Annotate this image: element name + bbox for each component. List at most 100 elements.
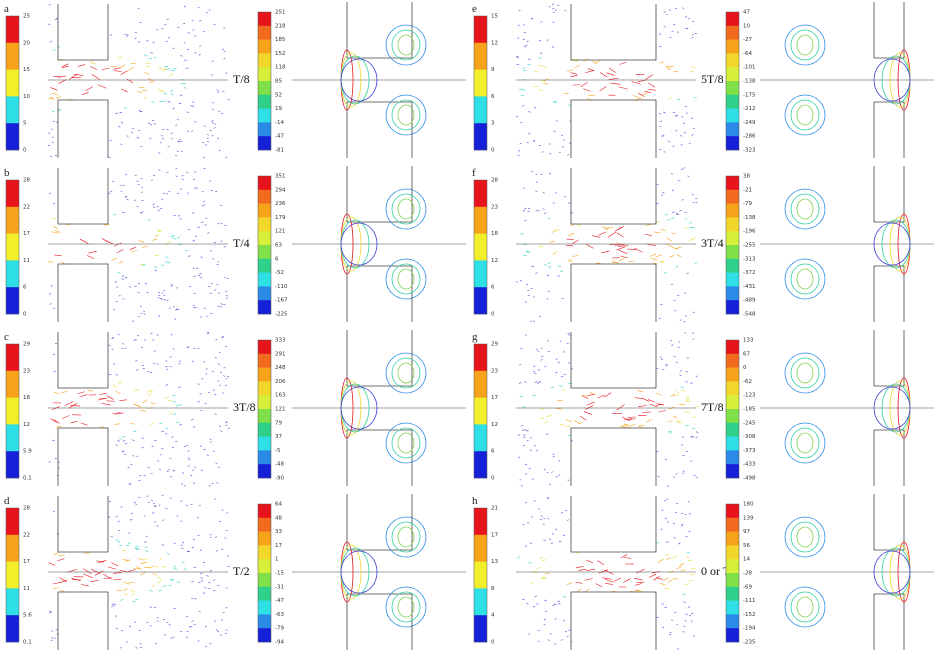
colorbar-tick-label: 67 xyxy=(743,351,750,357)
velocity-vector xyxy=(542,209,544,210)
velocity-vector xyxy=(181,151,183,152)
colorbar-band xyxy=(258,136,271,150)
velocity-vector xyxy=(674,300,676,301)
velocity-vector xyxy=(687,176,689,177)
velocity-vector xyxy=(558,461,560,462)
velocity-vector xyxy=(62,416,69,419)
velocity-vector xyxy=(207,333,209,334)
velocity-vector xyxy=(226,588,228,589)
velocity-vector xyxy=(173,566,176,568)
velocity-vector xyxy=(202,205,204,206)
velocity-vector xyxy=(527,64,530,65)
colorbar-band xyxy=(726,464,739,478)
velocity-vector xyxy=(132,128,134,129)
velocity-vector xyxy=(210,643,212,644)
colorbar-band xyxy=(6,43,19,70)
velocity-vector xyxy=(192,621,194,622)
velocity-vector xyxy=(543,518,545,519)
colorbar-tick-label: 248 xyxy=(275,365,286,371)
velocity-vector xyxy=(206,576,208,577)
velocity-vector xyxy=(566,420,571,422)
velocity-vector xyxy=(56,426,61,427)
velocity-vector xyxy=(668,98,672,100)
velocity-vector xyxy=(204,361,206,362)
velocity-vector xyxy=(696,432,698,433)
velocity-vector xyxy=(212,102,214,103)
velocity-vector xyxy=(217,138,219,139)
velocity-vector xyxy=(220,372,222,373)
velocity-vector xyxy=(556,477,558,478)
velocity-vector xyxy=(119,112,122,113)
colorbar-tick-label: -212 xyxy=(743,106,755,112)
velocity-vector xyxy=(536,349,538,350)
velocity-vector xyxy=(88,251,96,253)
velocity-vector xyxy=(674,356,676,357)
velocity-vector xyxy=(151,180,153,181)
velocity-vector xyxy=(553,22,555,23)
velocity-vector xyxy=(518,457,520,458)
velocity-vector xyxy=(523,435,525,436)
colorbar-band xyxy=(726,273,739,287)
velocity-vector xyxy=(667,486,669,487)
colorbar-tick-label: 6 xyxy=(23,285,27,291)
colorbar-tick-label: -372 xyxy=(743,270,755,276)
velocity-vector xyxy=(130,423,135,424)
colorbar-band xyxy=(6,123,19,150)
velocity-vector xyxy=(159,590,162,591)
colorbar-tick-label: 17 xyxy=(491,395,498,401)
colorbar-band xyxy=(726,190,739,204)
velocity-vector xyxy=(658,559,664,562)
velocity-vector xyxy=(152,239,157,240)
velocity-vector xyxy=(681,390,685,391)
velocity-vector xyxy=(83,569,91,574)
velocity-vector xyxy=(142,562,147,563)
velocity-vector xyxy=(681,144,683,145)
velocity-vector xyxy=(574,420,579,423)
velocity-vector xyxy=(157,621,159,622)
velocity-vector xyxy=(156,29,158,30)
velocity-vector xyxy=(587,402,595,405)
velocity-vector xyxy=(174,319,176,320)
velocity-vector xyxy=(556,359,558,360)
velocity-vector xyxy=(549,173,551,174)
velocity-vector xyxy=(660,62,665,64)
velocity-vector xyxy=(184,446,186,447)
velocity-vector xyxy=(668,421,673,422)
contour-line xyxy=(797,199,813,219)
velocity-vector xyxy=(200,549,202,550)
colorbar-tick-label: 33 xyxy=(275,529,282,535)
colorbar-band xyxy=(726,95,739,109)
velocity-vector xyxy=(170,357,172,358)
velocity-vector xyxy=(192,547,194,548)
colorbar-tick-label: 52 xyxy=(275,92,282,98)
velocity-vector xyxy=(598,232,606,235)
velocity-vector xyxy=(117,250,124,253)
velocity-vector xyxy=(192,470,194,471)
colorbar-band xyxy=(6,180,19,207)
velocity-vector xyxy=(54,392,59,394)
velocity-vector xyxy=(538,630,540,631)
velocity-vector xyxy=(541,174,543,175)
velocity-vector xyxy=(92,74,100,79)
velocity-vector xyxy=(620,426,626,427)
velocity-vector xyxy=(567,520,569,521)
velocity-vector xyxy=(525,464,527,465)
velocity-vector xyxy=(605,579,613,582)
colorbar-tick-label: -48 xyxy=(275,462,284,468)
velocity-vector xyxy=(540,557,543,559)
colorbar-band xyxy=(6,615,19,642)
velocity-vector xyxy=(194,121,196,122)
velocity-vector xyxy=(531,582,534,584)
velocity-vector xyxy=(584,412,592,415)
velocity-vector xyxy=(536,182,538,183)
velocity-vector xyxy=(171,286,173,287)
velocity-vector xyxy=(186,637,188,638)
velocity-vector xyxy=(147,622,149,623)
velocity-vector xyxy=(218,364,220,365)
velocity-vector xyxy=(180,95,182,96)
velocity-vector xyxy=(525,503,527,504)
velocity-vector xyxy=(679,210,681,211)
velocity-vector xyxy=(645,234,652,235)
velocity-vector xyxy=(96,561,104,562)
colorbar-band xyxy=(258,601,271,615)
